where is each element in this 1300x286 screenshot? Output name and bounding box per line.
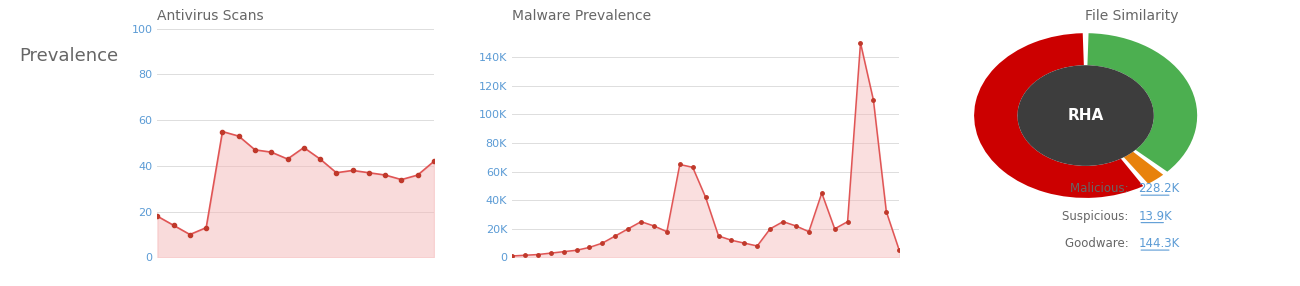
Text: Antivirus Scans: Antivirus Scans xyxy=(157,9,264,23)
Wedge shape xyxy=(974,33,1143,198)
Text: 228.2K: 228.2K xyxy=(1139,182,1179,195)
Text: Malware Prevalence: Malware Prevalence xyxy=(512,9,651,23)
Circle shape xyxy=(1018,65,1154,166)
Title: File Similarity: File Similarity xyxy=(1086,9,1179,23)
Text: Goodware:: Goodware: xyxy=(1065,237,1132,250)
Text: Prevalence: Prevalence xyxy=(20,47,118,65)
Text: 13.9K: 13.9K xyxy=(1139,210,1173,223)
Text: RHA: RHA xyxy=(1067,108,1104,123)
Wedge shape xyxy=(1087,33,1197,172)
Text: Malicious:: Malicious: xyxy=(1070,182,1132,195)
Wedge shape xyxy=(1124,152,1164,184)
Text: Suspicious:: Suspicious: xyxy=(1062,210,1132,223)
Text: 144.3K: 144.3K xyxy=(1139,237,1179,250)
